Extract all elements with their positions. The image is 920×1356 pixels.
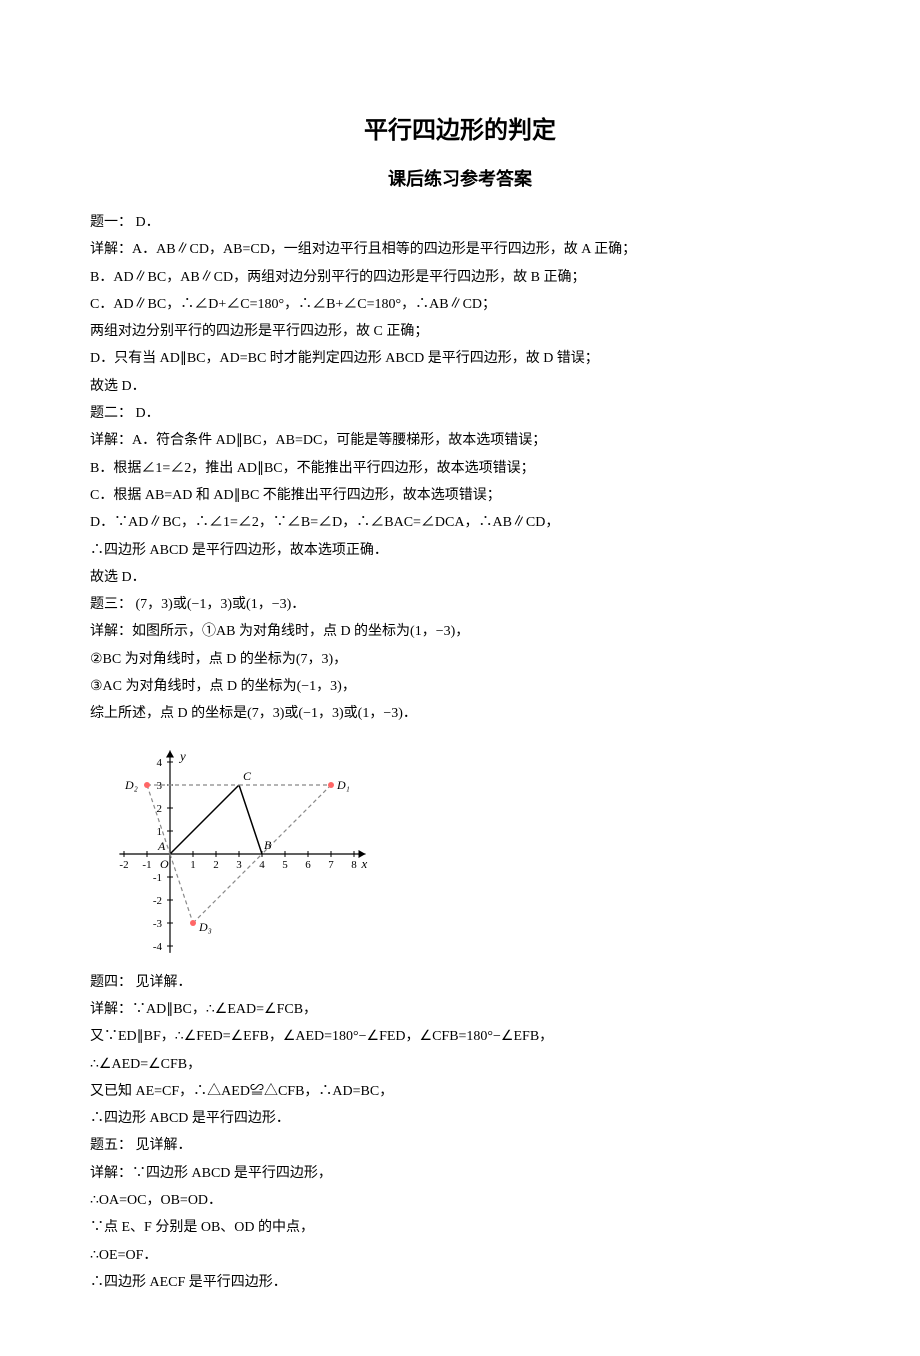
chart-svg: -2-1123456781234-1-2-3-4yxOABCD₁D₂D₃ xyxy=(100,736,380,956)
q2-end: 故选 D． xyxy=(90,564,830,591)
q2-detail-d2: ∴四边形 ABCD 是平行四边形，故本选项正确． xyxy=(90,537,830,564)
svg-text:-2: -2 xyxy=(153,895,162,907)
q4-line4: 又已知 AE=CF，∴△AED≌△CFB，∴AD=BC， xyxy=(90,1078,830,1105)
q1-detail-a: 详解：A．AB∥CD，AB=CD，一组对边平行且相等的四边形是平行四边形，故 A… xyxy=(90,236,830,263)
page-title: 平行四边形的判定 xyxy=(90,110,830,145)
svg-text:8: 8 xyxy=(351,859,357,871)
q3-line1: 详解：如图所示，①AB 为对角线时，点 D 的坐标为(1，−3)， xyxy=(90,618,830,645)
q2-detail-a: 详解：A．符合条件 AD∥BC，AB=DC，可能是等腰梯形，故本选项错误； xyxy=(90,427,830,454)
q3-line4: 综上所述，点 D 的坐标是(7，3)或(−1，3)或(1，−3)． xyxy=(90,700,830,727)
q5-line3: ∵点 E、F 分别是 OB、OD 的中点， xyxy=(90,1214,830,1241)
svg-text:6: 6 xyxy=(305,859,311,871)
q4-line1: 详解：∵AD∥BC，∴∠EAD=∠FCB， xyxy=(90,996,830,1023)
svg-text:-2: -2 xyxy=(119,859,128,871)
svg-text:A: A xyxy=(157,839,166,853)
q1-detail-c: C．AD∥BC，∴∠D+∠C=180°，∴∠B+∠C=180°，∴AB∥CD； xyxy=(90,291,830,318)
svg-text:-3: -3 xyxy=(153,918,163,930)
q1-detail-b: B．AD∥BC，AB∥CD，两组对边分别平行的四边形是平行四边形，故 B 正确； xyxy=(90,264,830,291)
q2-detail-d: D．∵AD∥BC，∴∠1=∠2，∵∠B=∠D，∴∠BAC=∠DCA，∴AB∥CD… xyxy=(90,509,830,536)
q5-line1: 详解：∵四边形 ABCD 是平行四边形， xyxy=(90,1160,830,1187)
q1-head: 题一： D． xyxy=(90,209,830,236)
q1-detail-c2: 两组对边分别平行的四边形是平行四边形，故 C 正确； xyxy=(90,318,830,345)
q3-line3: ③AC 为对角线时，点 D 的坐标为(−1，3)， xyxy=(90,673,830,700)
svg-text:2: 2 xyxy=(157,803,163,815)
svg-text:2: 2 xyxy=(213,859,219,871)
q2-detail-c: C．根据 AB=AD 和 AD∥BC 不能推出平行四边形，故本选项错误； xyxy=(90,482,830,509)
svg-text:C: C xyxy=(243,769,252,783)
svg-text:4: 4 xyxy=(157,757,163,769)
svg-text:-1: -1 xyxy=(142,859,151,871)
q4-line3: ∴∠AED=∠CFB， xyxy=(90,1051,830,1078)
svg-text:D₂: D₂ xyxy=(124,778,138,792)
svg-text:7: 7 xyxy=(328,859,334,871)
q4-line5: ∴四边形 ABCD 是平行四边形． xyxy=(90,1105,830,1132)
q5-line2: ∴OA=OC，OB=OD． xyxy=(90,1187,830,1214)
q2-head: 题二： D． xyxy=(90,400,830,427)
q5-head: 题五： 见详解． xyxy=(90,1132,830,1159)
svg-text:3: 3 xyxy=(236,859,242,871)
q4-line2: 又∵ED∥BF，∴∠FED=∠EFB，∠AED=180°−∠FED，∠CFB=1… xyxy=(90,1023,830,1050)
q5-line4: ∴OE=OF． xyxy=(90,1242,830,1269)
q3-head: 题三： (7，3)或(−1，3)或(1，−3)． xyxy=(90,591,830,618)
svg-text:-1: -1 xyxy=(153,872,162,884)
svg-text:4: 4 xyxy=(259,859,265,871)
svg-text:D₁: D₁ xyxy=(336,778,350,792)
q3-line2: ②BC 为对角线时，点 D 的坐标为(7，3)， xyxy=(90,646,830,673)
q4-head: 题四： 见详解． xyxy=(90,969,830,996)
coordinate-chart: -2-1123456781234-1-2-3-4yxOABCD₁D₂D₃ xyxy=(100,736,830,961)
svg-text:1: 1 xyxy=(190,859,196,871)
svg-text:D₃: D₃ xyxy=(198,920,212,934)
svg-text:3: 3 xyxy=(157,780,163,792)
q1-detail-d: D．只有当 AD∥BC，AD=BC 时才能判定四边形 ABCD 是平行四边形，故… xyxy=(90,345,830,372)
q2-detail-b: B．根据∠1=∠2，推出 AD∥BC，不能推出平行四边形，故本选项错误； xyxy=(90,455,830,482)
svg-text:B: B xyxy=(264,838,272,852)
svg-text:y: y xyxy=(178,748,186,763)
svg-text:O: O xyxy=(160,857,169,871)
svg-text:x: x xyxy=(361,856,368,871)
q5-line5: ∴四边形 AECF 是平行四边形． xyxy=(90,1269,830,1296)
svg-text:5: 5 xyxy=(282,859,288,871)
svg-text:-4: -4 xyxy=(153,941,163,953)
page-subtitle: 课后练习参考答案 xyxy=(90,165,830,191)
q1-end: 故选 D． xyxy=(90,373,830,400)
